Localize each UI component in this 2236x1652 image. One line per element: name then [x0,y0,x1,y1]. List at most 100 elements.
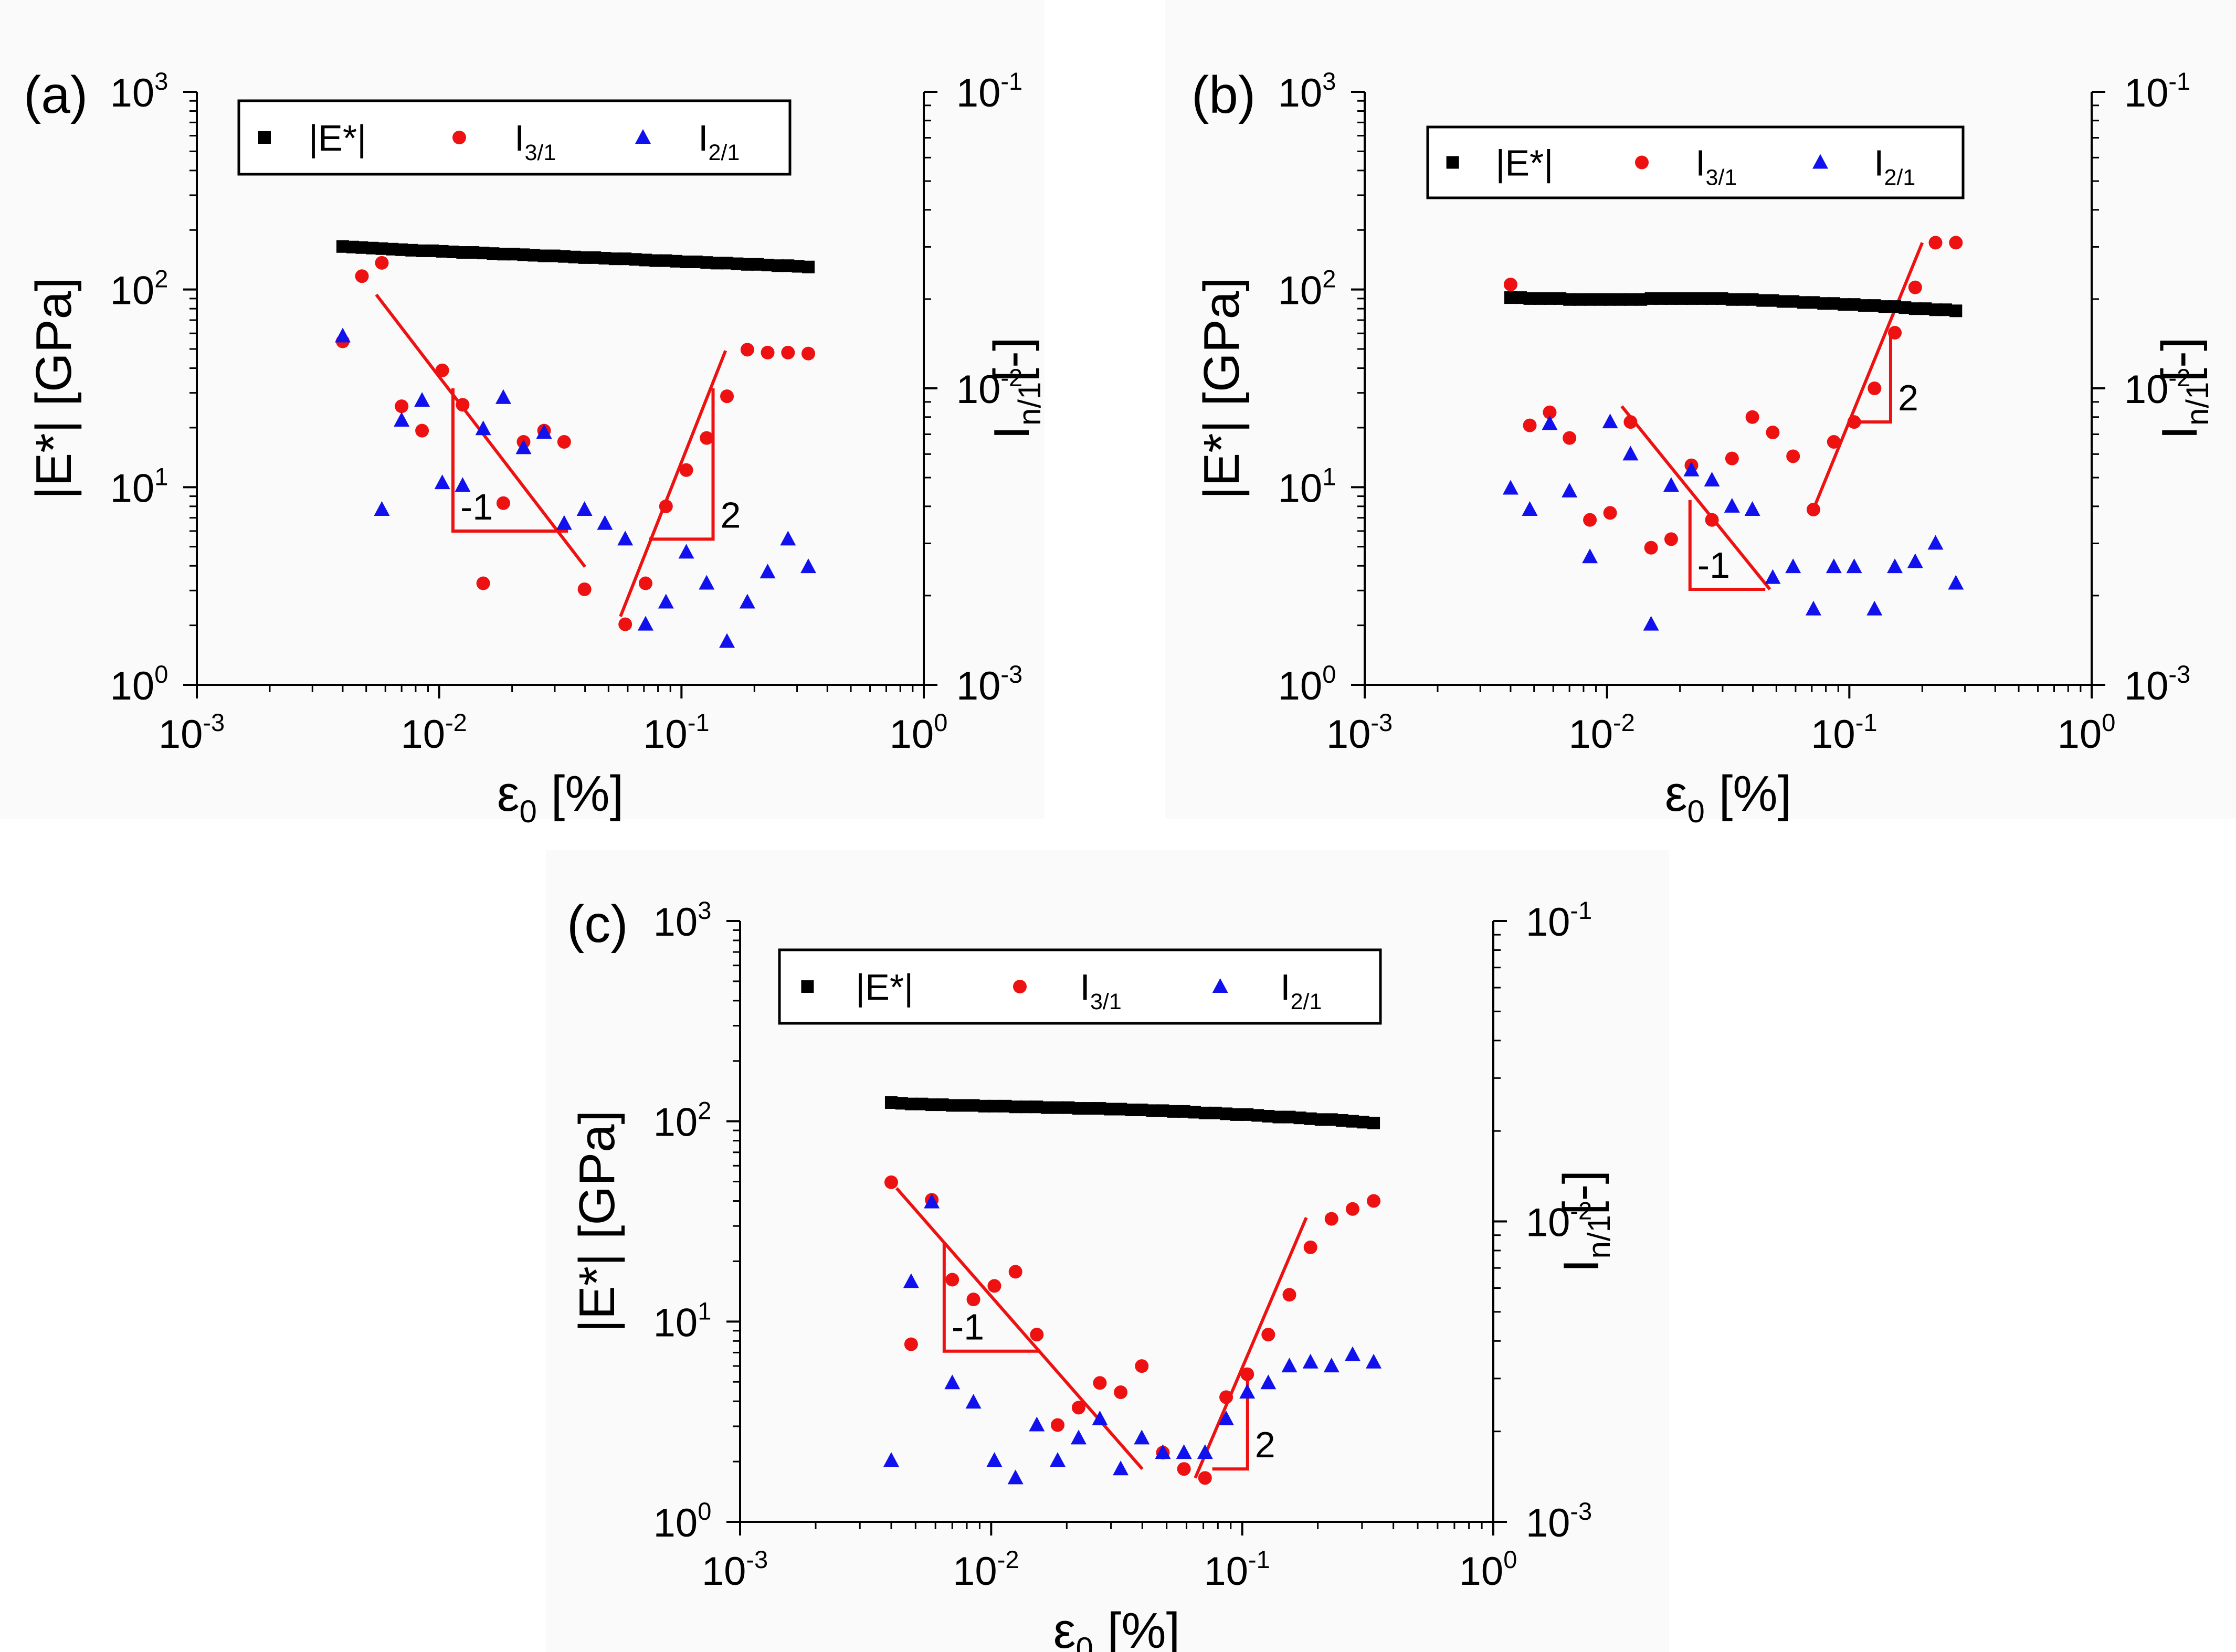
y-left-tick-label: 103 [110,67,168,115]
i31-point [1030,1328,1044,1342]
legend-i21-label: I2/1 [698,118,740,165]
i31-point [1198,1471,1212,1485]
modulus-point [925,1098,938,1111]
modulus-point [1272,1110,1285,1124]
i21-point [1323,1358,1340,1373]
modulus-point [1083,1102,1096,1115]
legend-modulus-label: |E*| [309,118,366,158]
i31-point [1806,503,1820,517]
legend-modulus-label: |E*| [856,967,913,1008]
modulus-point [802,260,815,273]
i21-point [536,424,552,439]
i31-point [1303,1240,1317,1254]
legend-i31-marker [1013,980,1027,993]
i31-point [1071,1401,1085,1415]
i21-point [394,411,410,427]
y-right-tick-label: 10-2 [1526,1197,1592,1245]
i31-point [577,582,592,596]
x-tick-label: 10-3 [702,1545,768,1594]
i21-point [374,501,390,516]
modulus-point [1020,1100,1033,1114]
modulus-point [436,245,449,258]
slope-guide-label: 2 [1255,1424,1275,1465]
y-right-tick-label: 10-3 [956,660,1022,708]
i21-point [1805,600,1821,616]
x-tick-label: 10-1 [643,708,709,757]
i21-point [1197,1444,1213,1459]
i21-point [1070,1429,1087,1445]
i31-point [1367,1194,1381,1208]
y-left-tick-label: 102 [110,265,168,313]
i31-point [1240,1367,1254,1381]
panel-b: 10-3 10-2 10-1 100 100 101 102 103 10-3 10-2 10-1 ε… [1191,66,2215,829]
modulus-point [1114,1103,1127,1116]
i21-point [965,1394,982,1409]
y-left-tick-label: 102 [1278,265,1336,313]
slope-guide-triangle [1688,500,1766,591]
y-right-tick-label: 10-1 [1526,896,1592,945]
i31-point [476,576,490,590]
i31-point [496,496,510,510]
i31-point [1008,1265,1022,1279]
modulus-point [956,1099,969,1112]
i31-point [1847,415,1861,429]
modulus-point [1604,293,1617,306]
i31-point [720,389,734,404]
i31-point [1543,405,1557,419]
y-right-tick-label: 10-3 [1526,1497,1592,1545]
slope-guide-line [1811,242,1924,511]
i21-point [556,515,572,530]
y-right-axis-title: In/1[-] [984,337,1047,439]
i31-point [1623,415,1638,429]
modulus-point [1072,1102,1085,1115]
y-right-tick-label: 10-1 [2124,67,2190,115]
i21-point [658,594,674,609]
y-right-tick-label: 10-2 [2124,364,2190,412]
panel-label: (c) [567,895,628,954]
modulus-point [1040,1101,1053,1114]
i21-point [1562,482,1578,497]
legend-box [1426,125,1965,199]
y-left-axis-title: |E*| [GPa] [569,1110,625,1332]
i31-point [884,1175,898,1189]
i31-point [1177,1462,1191,1476]
i21-point [883,1452,899,1467]
modulus-point [1209,1106,1222,1119]
i21-point [414,392,430,407]
x-tick-label: 10-1 [1204,1545,1270,1594]
x-tick-label: 10-2 [953,1545,1019,1594]
i31-point [801,346,816,361]
i31-point [1114,1385,1128,1400]
i31-point [1868,382,1882,395]
y-left-tick-label: 101 [653,1297,712,1345]
modulus-point [1241,1108,1254,1121]
y-right-axis-title: In/1[-] [1553,1170,1617,1273]
i21-point [434,474,450,490]
slope-guide-line [619,350,727,617]
x-axis-title: ε0 [%] [1665,766,1792,829]
panel-label: (b) [1191,66,1256,124]
i21-point [1948,575,1964,590]
i31-point [395,399,409,414]
i31-point [618,617,632,631]
x-tick-label: 10-2 [1568,708,1634,757]
i31-point [1705,513,1719,527]
legend-box [778,948,1382,1025]
slope-guide-line [1194,1216,1308,1479]
modulus-point [1346,1115,1359,1128]
i31-point [761,345,775,359]
i31-point [557,435,571,449]
i31-point [1644,541,1658,555]
x-axis-title: ε0 [%] [497,766,624,829]
legend-modulus-marker [1446,156,1459,169]
i21-point [986,1452,1003,1467]
i31-point [1827,435,1841,449]
x-axis-title: ε0 [%] [1053,1603,1180,1652]
modulus-point [1335,1114,1348,1127]
i21-point [1029,1416,1045,1432]
i21-point [678,544,694,559]
i21-point [1765,569,1781,584]
modulus-point [967,1099,980,1112]
modulus-point [1135,1103,1148,1116]
modulus-point [1367,1117,1380,1130]
